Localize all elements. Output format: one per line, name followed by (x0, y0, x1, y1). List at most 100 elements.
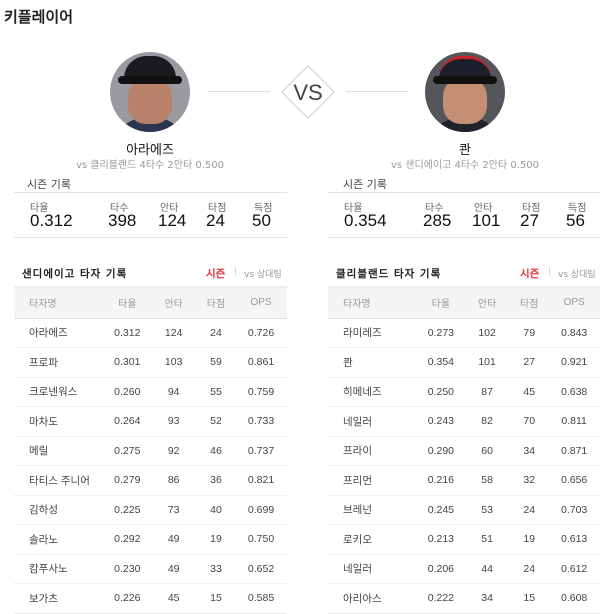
batter-name[interactable]: 김하성 (29, 504, 58, 517)
player-name: 콴 (459, 143, 471, 158)
stat-cell: 15 (210, 592, 222, 605)
tab-separator: | (234, 267, 238, 277)
stat-cell: 0.608 (561, 592, 588, 605)
stat-cell: 0.843 (561, 326, 588, 339)
batter-name[interactable]: 프리먼 (343, 474, 372, 487)
season-label: 시즌 기록 (343, 178, 387, 191)
tab-vs-opponent[interactable]: vs 상대팀 (558, 270, 596, 280)
stat-label-at-bats: 타수 (110, 203, 129, 214)
table-row: 메릴 0.275 92 46 0.737 (14, 436, 287, 466)
batter-name[interactable]: 아라에즈 (29, 327, 68, 340)
stat-cell: 51 (481, 533, 493, 546)
column-header[interactable]: 타자명 (29, 299, 57, 311)
stat-cell: 46 (210, 444, 222, 457)
tab-season[interactable]: 시즌 (206, 268, 226, 280)
stat-cell: 34 (481, 592, 493, 605)
batter-name[interactable]: 네일러 (343, 563, 372, 576)
column-header[interactable]: 타율 (118, 299, 137, 311)
table-row: 보가츠 0.226 45 15 0.585 (14, 584, 287, 613)
divider (14, 237, 287, 238)
stat-cell: 79 (523, 326, 536, 339)
batter-name[interactable]: 프라이 (343, 445, 372, 458)
stat-cell: 0.861 (247, 356, 275, 369)
batter-name[interactable]: 히메네즈 (343, 386, 382, 399)
stat-cell: 60 (481, 444, 493, 457)
stat-value-batting-avg: 0.354 (344, 211, 387, 230)
stat-cell: 93 (167, 415, 180, 428)
stat-cell: 0.260 (114, 385, 141, 398)
column-header[interactable]: 타점 (206, 299, 226, 311)
table-row: 아리아스 0.222 34 15 0.608 (328, 584, 600, 613)
stat-value-batting-avg: 0.312 (30, 211, 73, 230)
batter-name[interactable]: 타티스 주니어 (29, 474, 90, 487)
stat-cell: 87 (481, 385, 493, 398)
table-row: 네일러 0.243 82 70 0.811 (328, 407, 600, 436)
table-row: 마차도 0.264 93 52 0.733 (14, 407, 287, 436)
stat-cell: 59 (210, 356, 222, 369)
stat-cell: 40 (210, 503, 222, 516)
stat-cell: 0.750 (247, 533, 275, 546)
stat-cell: 0.213 (427, 533, 454, 546)
stat-cell: 44 (481, 562, 493, 575)
column-header[interactable]: 안타 (477, 299, 497, 311)
stat-cell: 24 (523, 562, 536, 575)
stat-cell: 82 (481, 415, 493, 428)
stat-cell: 36 (210, 474, 222, 487)
stat-cell: 0.264 (114, 415, 141, 428)
stat-cell: 0.652 (247, 562, 275, 575)
stat-cell: 0.585 (247, 592, 275, 605)
batter-name[interactable]: 보가츠 (29, 592, 58, 605)
tab-vs-opponent[interactable]: vs 상대팀 (244, 270, 282, 280)
stat-cell: 0.699 (247, 503, 275, 516)
stat-cell: 52 (210, 415, 222, 428)
stat-cell: 27 (523, 356, 536, 369)
column-header[interactable]: OPS (563, 297, 585, 309)
batter-name[interactable]: 솔라노 (29, 533, 58, 546)
stat-cell: 0.613 (561, 533, 588, 546)
stat-cell: 0.737 (247, 444, 275, 457)
stat-cell: 45 (167, 592, 180, 605)
stat-cell: 0.312 (114, 326, 141, 339)
divider (328, 237, 600, 238)
batter-name[interactable]: 메릴 (29, 445, 49, 458)
batter-table-cleveland: 타자명 타율 안타 타점 OPS 라미레즈 0.273 102 79 0.843 콴 0.354 101… (328, 286, 600, 614)
stat-cell: 124 (164, 326, 183, 339)
stat-cell: 0.301 (114, 356, 141, 369)
column-header[interactable]: 타자명 (343, 299, 371, 311)
stat-cell: 94 (167, 385, 180, 398)
batter-name[interactable]: 캄푸사노 (29, 563, 68, 576)
stat-cell: 70 (523, 415, 536, 428)
column-header[interactable]: 안타 (164, 299, 183, 311)
stat-label-hits: 안타 (160, 203, 179, 214)
batter-name[interactable]: 로키오 (343, 533, 372, 546)
table-row: 히메네즈 0.250 87 45 0.638 (328, 377, 600, 407)
stat-value-rbi: 24 (206, 211, 225, 230)
divider (328, 192, 600, 193)
tab-season[interactable]: 시즌 (520, 268, 540, 280)
table-row: 타티스 주니어 0.279 86 36 0.821 (14, 466, 287, 495)
stat-label-runs: 득점 (568, 203, 587, 214)
stat-cell: 19 (210, 533, 222, 546)
stat-cell: 49 (167, 533, 180, 546)
stat-cell: 92 (167, 444, 180, 457)
stat-cell: 0.821 (247, 474, 275, 487)
batter-name[interactable]: 크로넨워스 (29, 386, 78, 399)
batter-name[interactable]: 마차도 (29, 415, 58, 428)
table-row: 프로파 0.301 103 59 0.861 (14, 348, 287, 377)
stat-cell: 0.206 (427, 562, 454, 575)
batter-name[interactable]: 아리아스 (343, 592, 382, 605)
player-photo-right (425, 52, 505, 132)
batter-name[interactable]: 브레넌 (343, 504, 372, 517)
batter-name[interactable]: 라미레즈 (343, 327, 382, 340)
batter-name[interactable]: 콴 (343, 356, 353, 369)
table-row: 프리먼 0.216 58 32 0.656 (328, 466, 600, 495)
column-header[interactable]: OPS (250, 297, 272, 309)
batter-name[interactable]: 프로파 (29, 356, 58, 369)
stat-label-batting-avg: 타율 (30, 203, 49, 214)
column-header[interactable]: 타율 (431, 299, 451, 311)
divider (346, 91, 408, 92)
stat-cell: 0.216 (427, 474, 454, 487)
batter-name[interactable]: 네일러 (343, 415, 372, 428)
column-header[interactable]: 타점 (520, 299, 539, 311)
stat-cell: 0.222 (427, 592, 454, 605)
